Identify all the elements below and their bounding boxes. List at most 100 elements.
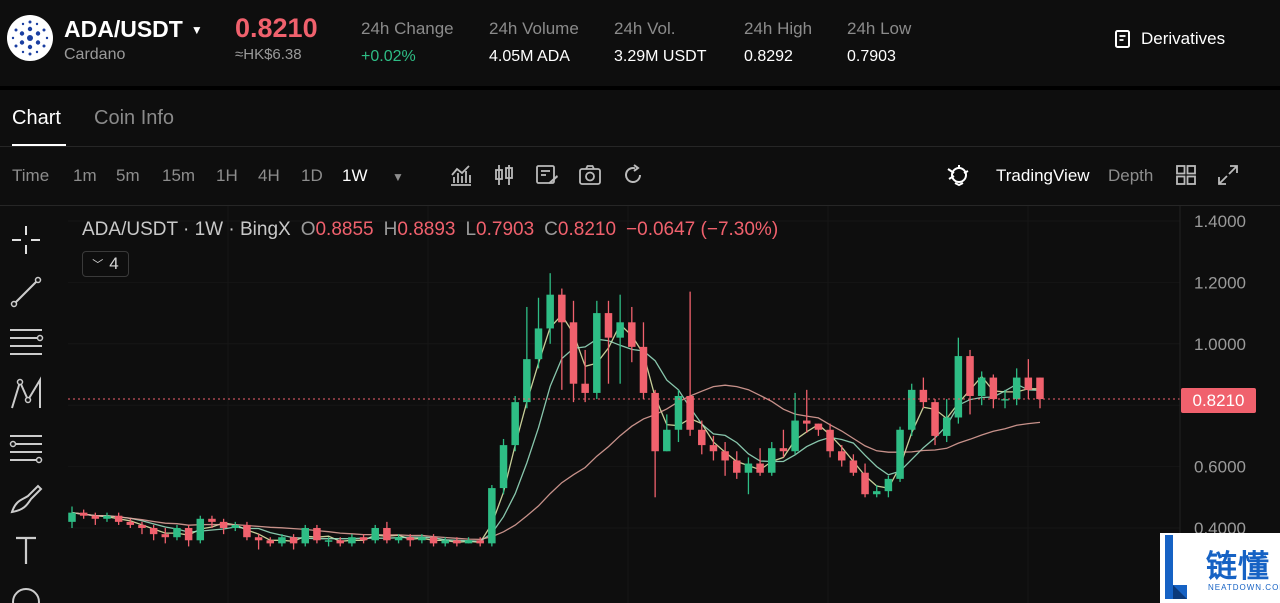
interval-5m[interactable]: 5m <box>116 166 140 185</box>
candle-body <box>266 540 275 544</box>
stat-24h-vol: 24h Vol. 3.29M USDT <box>614 19 707 65</box>
candle-body <box>768 448 776 473</box>
candle-body <box>301 528 310 544</box>
candle-body <box>488 488 496 544</box>
candle-body <box>1024 377 1033 390</box>
candle-body <box>546 294 554 329</box>
candle-body <box>756 463 764 473</box>
ma-line <box>71 338 1041 542</box>
candle-body <box>418 537 426 541</box>
indicator-count: 4 <box>109 254 119 273</box>
moving-averages <box>71 314 1041 543</box>
candle-body <box>733 460 741 473</box>
candle-body <box>126 521 135 525</box>
candle-body <box>534 328 543 360</box>
candle-body <box>837 451 846 461</box>
more-tools-icon[interactable] <box>8 580 44 603</box>
legend-title: ADA/USDT · 1W · BingX <box>82 219 291 240</box>
pair-selector[interactable]: ADA/USDT ▼ <box>64 16 203 43</box>
tab-active-indicator <box>12 144 66 146</box>
legend-low: 0.7903 <box>476 219 535 240</box>
pair-symbol: ADA/USDT <box>64 16 183 42</box>
current-price-tag: 0.8210 <box>1181 388 1256 413</box>
candle-body <box>68 512 76 522</box>
interval-1h[interactable]: 1H <box>216 166 238 185</box>
chart-grid <box>68 206 1180 603</box>
neatdown-watermark-logo: 链懂 NEATDOWN.COM <box>1160 533 1280 603</box>
candle-body <box>569 322 578 384</box>
reset-icon[interactable] <box>621 163 645 187</box>
tradingview-toggle[interactable]: TradingView <box>996 166 1090 185</box>
text-tool-icon[interactable] <box>8 532 44 568</box>
candle-type-icon[interactable] <box>492 163 516 187</box>
candle-body <box>406 537 414 541</box>
derivatives-button[interactable]: Derivatives <box>1113 29 1225 49</box>
fullscreen-icon[interactable] <box>1216 163 1240 187</box>
candle-body <box>896 429 904 479</box>
candle-body <box>1036 377 1044 400</box>
candle-body <box>453 540 461 544</box>
interval-1m[interactable]: 1m <box>73 166 97 185</box>
candle-body <box>779 448 788 452</box>
tab-chart[interactable]: Chart <box>12 107 61 129</box>
depth-toggle[interactable]: Depth <box>1108 166 1154 185</box>
candle-body <box>324 540 333 542</box>
candle-body <box>966 356 974 396</box>
price-tick-label: 1.4000 <box>1194 212 1246 231</box>
tradingview-logo-icon <box>947 165 969 187</box>
caret-down-icon: ▼ <box>190 22 203 37</box>
candle-body <box>114 515 123 522</box>
brush-icon[interactable] <box>8 480 44 516</box>
candle-body <box>499 445 508 489</box>
interval-dropdown-icon[interactable]: ▼ <box>392 170 404 184</box>
cardano-logo-icon <box>7 15 53 61</box>
candle-body <box>161 534 170 538</box>
candle-body <box>791 420 799 452</box>
candle-body <box>103 515 111 519</box>
interval-1d[interactable]: 1D <box>301 166 323 185</box>
interval-15m[interactable]: 15m <box>162 166 196 185</box>
candle-body <box>79 512 88 516</box>
candle-body <box>383 528 391 541</box>
toolbar-divider <box>0 205 1280 206</box>
fibonacci-icon[interactable] <box>8 428 44 464</box>
tab-coin-info[interactable]: Coin Info <box>94 107 175 129</box>
candle-body <box>814 423 823 430</box>
layout-grid-icon[interactable] <box>1174 163 1198 187</box>
indicators-collapse-button[interactable]: ﹀ 4 <box>82 251 129 277</box>
horizontal-lines-icon[interactable] <box>8 324 44 360</box>
candle-body <box>721 451 729 461</box>
indicators-icon[interactable] <box>449 163 473 187</box>
crosshair-icon[interactable] <box>8 222 44 258</box>
pattern-icon[interactable] <box>8 376 44 412</box>
candle-body <box>663 429 671 452</box>
candle-body <box>989 377 998 400</box>
price-tick-label: 1.2000 <box>1194 273 1246 292</box>
camera-icon[interactable] <box>578 163 602 187</box>
stat-24h-volume: 24h Volume 4.05M ADA <box>489 19 579 65</box>
interval-4h[interactable]: 4H <box>258 166 280 185</box>
candle-body <box>604 313 613 338</box>
candle-body <box>849 460 858 473</box>
time-label: Time <box>12 166 50 185</box>
candle-body <box>698 429 706 446</box>
candle-body <box>1012 377 1021 400</box>
candle-body <box>581 383 589 393</box>
candle-body <box>184 528 193 541</box>
candle-body <box>1001 399 1009 401</box>
stat-24h-high: 24h High 0.8292 <box>744 19 813 65</box>
header-divider <box>0 86 1280 90</box>
trend-line-icon[interactable] <box>8 274 44 310</box>
stat-24h-change: 24h Change +0.02% <box>361 19 454 65</box>
interval-1w[interactable]: 1W <box>342 166 368 185</box>
candle-body <box>593 313 601 393</box>
tabs-divider <box>0 146 1280 147</box>
candle-body <box>289 537 298 544</box>
template-icon[interactable] <box>535 163 559 187</box>
candle-body <box>977 377 986 396</box>
candle-body <box>628 322 636 347</box>
candle-body <box>441 540 449 544</box>
candle-body <box>336 540 344 544</box>
